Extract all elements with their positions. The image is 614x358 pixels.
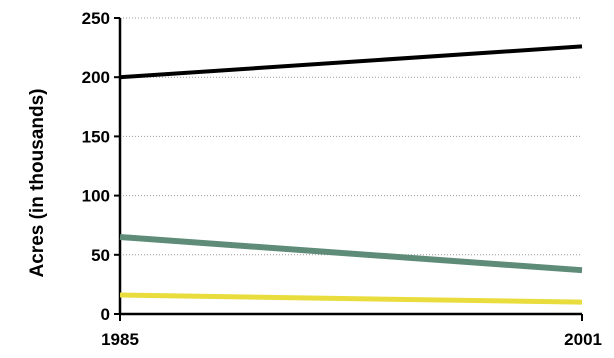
gridlines (120, 17, 582, 256)
x-tick-label: 1985 (101, 330, 139, 349)
y-tick-label: 150 (82, 127, 110, 146)
y-tick-label: 50 (91, 246, 110, 265)
series-lines (119, 44, 583, 305)
y-tick-label: 0 (101, 305, 110, 324)
y-tick-label: 250 (82, 9, 110, 28)
y-axis-title: Acres (in thousands) (27, 89, 48, 278)
series-line (119, 44, 583, 80)
series-line (119, 292, 583, 305)
x-tick-label: 2001 (564, 330, 602, 349)
axes (118, 18, 582, 316)
x-tick-labels: 1985 2001 (101, 314, 602, 349)
y-tick-labels: 0 50 100 150 200 250 (82, 9, 120, 324)
series-line (119, 234, 583, 274)
y-tick-label: 200 (82, 68, 110, 87)
y-tick-label: 100 (82, 187, 110, 206)
